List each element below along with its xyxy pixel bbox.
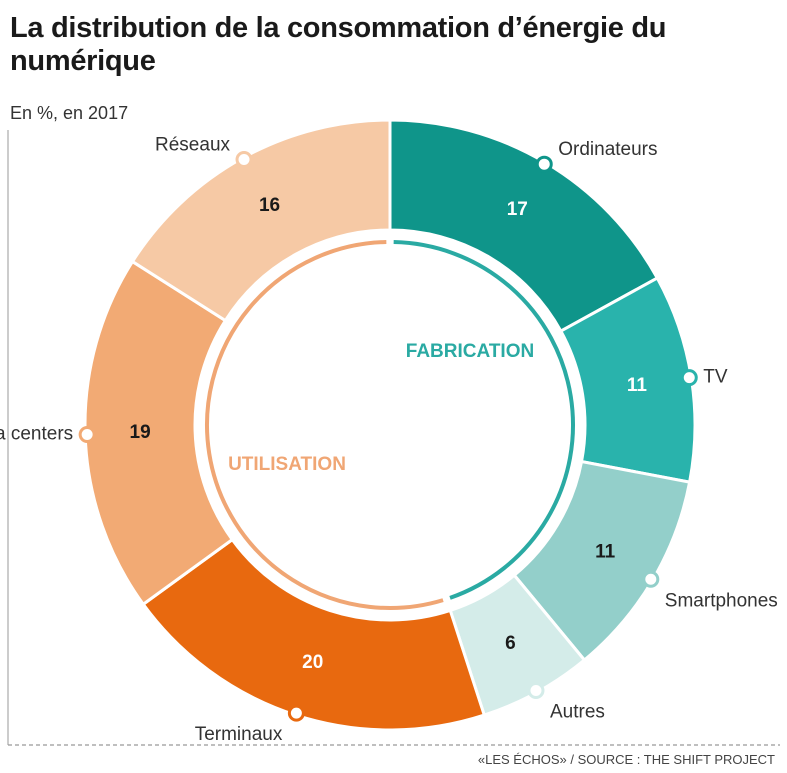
value-label: 19 bbox=[130, 422, 151, 443]
value-label: 16 bbox=[259, 195, 280, 216]
category-label: Data centers bbox=[0, 424, 73, 445]
label-marker bbox=[527, 682, 545, 700]
donut-segment bbox=[83, 259, 235, 607]
chart-subtitle: En %, en 2017 bbox=[10, 103, 129, 123]
category-label: Terminaux bbox=[195, 724, 283, 745]
category-label: Autres bbox=[550, 702, 605, 723]
chart-title: La distribution de la consommation d’éne… bbox=[10, 12, 667, 77]
group-ring bbox=[205, 240, 444, 610]
category-label: Réseaux bbox=[155, 134, 230, 155]
label-marker bbox=[535, 155, 553, 173]
value-label: 17 bbox=[507, 199, 528, 220]
group-label: UTILISATION bbox=[228, 454, 346, 475]
value-label: 11 bbox=[627, 375, 648, 396]
value-label: 20 bbox=[302, 652, 323, 673]
value-label: 6 bbox=[505, 633, 516, 654]
donut-segment bbox=[141, 537, 487, 732]
label-marker bbox=[287, 704, 305, 722]
label-marker bbox=[642, 570, 660, 588]
category-label: Smartphones bbox=[665, 590, 778, 611]
label-marker bbox=[78, 426, 96, 444]
category-label: TV bbox=[703, 367, 728, 388]
category-label: Ordinateurs bbox=[558, 139, 657, 160]
label-marker bbox=[235, 150, 253, 168]
group-label: FABRICATION bbox=[406, 341, 534, 362]
label-marker bbox=[680, 369, 698, 387]
value-label: 11 bbox=[595, 541, 616, 562]
donut-segment bbox=[388, 118, 660, 334]
source-note: «LES ÉCHOS» / SOURCE : THE SHIFT PROJECT bbox=[477, 752, 775, 767]
group-ring bbox=[393, 240, 575, 600]
donut-segment bbox=[130, 118, 392, 323]
